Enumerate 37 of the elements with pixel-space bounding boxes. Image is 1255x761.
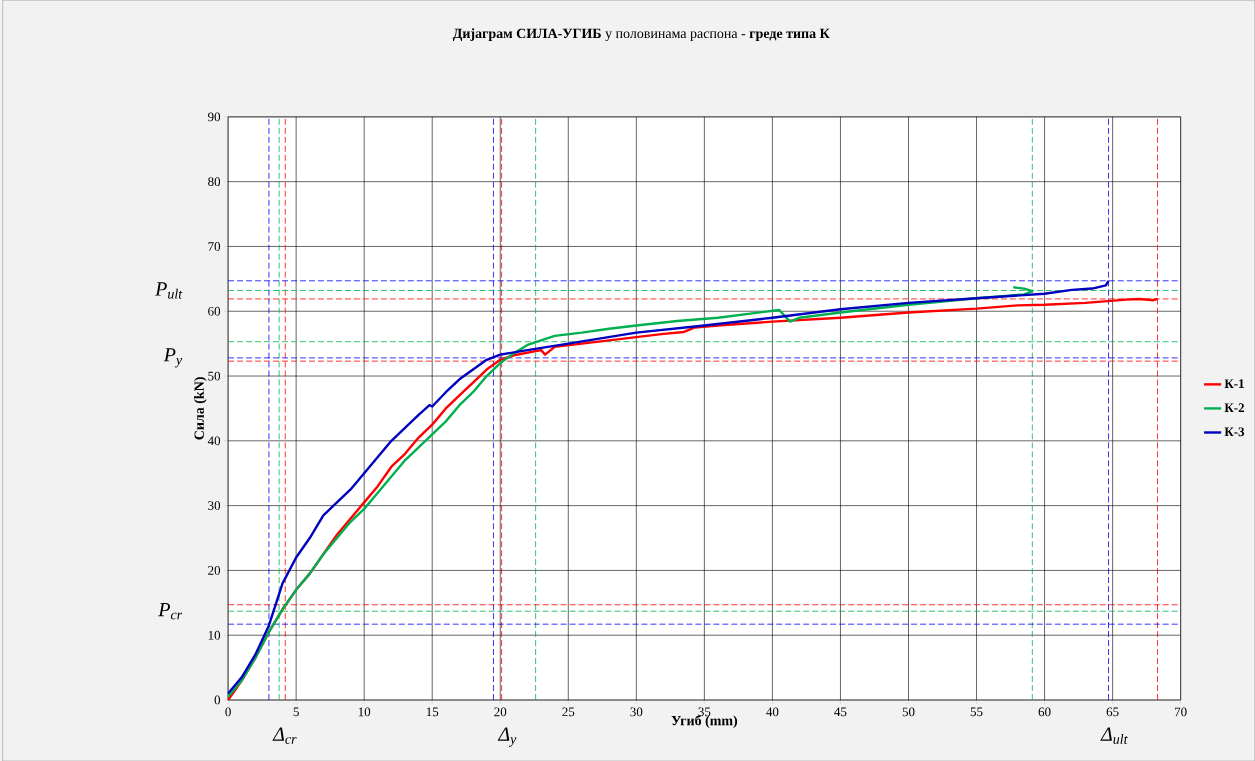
chart-title: Дијаграм СИЛА-УГИБ у половинама распона - греде типа К — [452, 28, 830, 41]
y-tick-label: 70 — [208, 241, 221, 251]
x-tick-label: 65 — [1106, 707, 1119, 717]
x-tick-label: 20 — [494, 707, 507, 717]
legend-label: К-2 — [1224, 403, 1245, 412]
x-tick-label: 70 — [1175, 707, 1187, 717]
ref-line-label: Δ$_{y}$ — [497, 727, 517, 747]
ref-line-label: Δ$_{ult}$ — [1100, 727, 1128, 744]
x-tick-label: 5 — [293, 707, 299, 717]
x-axis-title: Угиб (mm) — [671, 715, 738, 729]
x-tick-label: 15 — [426, 707, 439, 717]
x-tick-label: 35 — [698, 707, 711, 717]
y-tick-label: 30 — [208, 501, 221, 510]
x-tick-label: 50 — [902, 707, 915, 717]
x-tick-label: 40 — [766, 707, 779, 717]
y-tick-label: 0 — [214, 695, 221, 705]
x-tick-label: 60 — [1038, 707, 1051, 717]
x-tick-label: 25 — [562, 707, 575, 717]
y-tick-label: 90 — [208, 112, 221, 122]
y-tick-label: 20 — [208, 565, 221, 575]
y-tick-label: 80 — [208, 177, 221, 186]
legend-label: К-1 — [1224, 379, 1244, 388]
y-tick-label: 60 — [208, 306, 221, 316]
y-axis-title: Сила (kN) — [194, 377, 207, 440]
ref-line-label: P$_{ult}$ — [155, 282, 183, 299]
legend-label: К-3 — [1224, 427, 1245, 437]
y-tick-label: 40 — [207, 436, 221, 446]
x-tick-label: 0 — [225, 707, 231, 717]
ref-line-label: P$_{cr}$ — [158, 602, 183, 620]
y-tick-label: 50 — [208, 371, 221, 381]
y-tick-label: 10 — [208, 630, 221, 640]
x-tick-label: 10 — [358, 707, 371, 717]
x-tick-label: 55 — [970, 707, 983, 717]
x-tick-label: 30 — [630, 707, 643, 717]
ref-line-label: P$_{y}$ — [163, 348, 183, 368]
x-tick-label: 45 — [834, 707, 847, 717]
ref-line-label: Δ$_{cr}$ — [272, 727, 297, 744]
